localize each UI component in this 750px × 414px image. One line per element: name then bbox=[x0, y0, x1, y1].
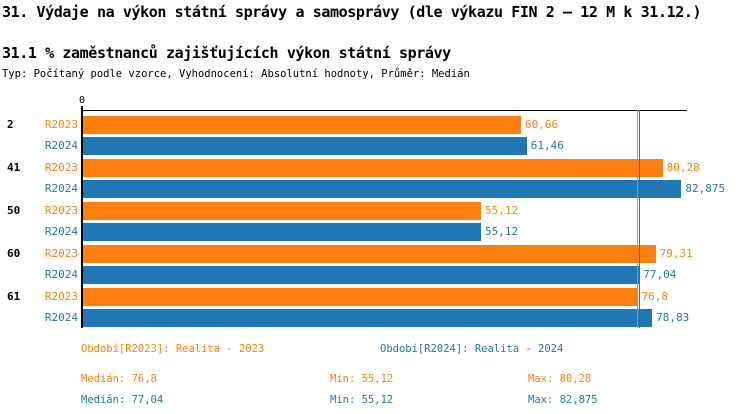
series-label-r2024-group-60: R2024 bbox=[44, 268, 78, 281]
x-axis-line bbox=[81, 110, 687, 111]
series-label-r2023-group-2: R2023 bbox=[44, 118, 78, 131]
bar-r2024-group-41 bbox=[83, 180, 682, 198]
group-label-2: 2 bbox=[7, 118, 14, 131]
stat-median-r2023: Medián: 76,8 bbox=[81, 373, 157, 385]
stat-max-r2023: Max: 80,28 bbox=[528, 373, 592, 385]
bar-r2023-group-41 bbox=[83, 159, 663, 177]
series-label-r2024-group-41: R2024 bbox=[44, 182, 78, 195]
value-label-r2023-group-2: 60,66 bbox=[524, 118, 559, 131]
y-axis-line bbox=[81, 106, 83, 328]
legend-item-r2023: Období[R2023]: Realita - 2023 bbox=[81, 343, 265, 355]
value-label-r2024-group-2: 61,46 bbox=[530, 139, 564, 152]
bar-r2023-group-61 bbox=[83, 288, 638, 306]
value-label-r2023-group-60: 79,31 bbox=[659, 247, 693, 260]
bar-r2023-group-2 bbox=[83, 116, 521, 134]
value-label-r2023-group-50: 55,12 bbox=[484, 204, 519, 217]
group-label-50: 50 bbox=[7, 204, 21, 217]
series-label-r2023-group-50: R2023 bbox=[44, 204, 78, 217]
series-label-r2023-group-60: R2023 bbox=[44, 247, 78, 260]
series-label-r2024-group-61: R2024 bbox=[44, 311, 78, 324]
bar-r2024-group-61 bbox=[83, 309, 653, 327]
value-label-r2024-group-50: 55,12 bbox=[484, 225, 519, 238]
stat-min-r2024: Min: 55,12 bbox=[330, 394, 394, 406]
value-label-r2024-group-41: 82,875 bbox=[685, 182, 726, 195]
series-label-r2024-group-2: R2024 bbox=[44, 139, 78, 152]
group-label-61: 61 bbox=[7, 290, 21, 303]
bar-r2024-group-2 bbox=[83, 137, 527, 155]
chart-title: 31.1 % zaměstnanců zajišťujících výkon s… bbox=[2, 44, 451, 62]
median-line-r2023 bbox=[637, 110, 638, 328]
series-label-r2024-group-50: R2024 bbox=[44, 225, 78, 238]
chart-meta-line: Typ: Počítaný podle vzorce, Vyhodnocení:… bbox=[2, 68, 470, 80]
group-label-60: 60 bbox=[7, 247, 21, 260]
bar-r2023-group-60 bbox=[83, 245, 656, 263]
value-label-r2024-group-60: 77,04 bbox=[643, 268, 677, 281]
bar-r2024-group-60 bbox=[83, 266, 640, 284]
stat-min-r2023: Min: 55,12 bbox=[330, 373, 394, 385]
x-axis-tick-label-0: 0 bbox=[78, 95, 86, 106]
median-line-r2024 bbox=[639, 110, 640, 328]
bar-r2024-group-50 bbox=[83, 223, 481, 241]
value-label-r2024-group-61: 78,83 bbox=[656, 311, 690, 324]
series-label-r2023-group-61: R2023 bbox=[44, 290, 78, 303]
bar-r2023-group-50 bbox=[83, 202, 481, 220]
value-label-r2023-group-41: 80,28 bbox=[666, 161, 700, 174]
series-label-r2023-group-41: R2023 bbox=[44, 161, 78, 174]
group-label-41: 41 bbox=[7, 161, 21, 174]
value-label-r2023-group-61: 76,8 bbox=[641, 290, 668, 303]
legend-item-r2024: Období[R2024]: Realita - 2024 bbox=[380, 343, 564, 355]
stat-median-r2024: Medián: 77,04 bbox=[81, 394, 164, 406]
stat-max-r2024: Max: 82,875 bbox=[528, 394, 598, 406]
page-title: 31. Výdaje na výkon státní správy a samo… bbox=[2, 3, 702, 21]
